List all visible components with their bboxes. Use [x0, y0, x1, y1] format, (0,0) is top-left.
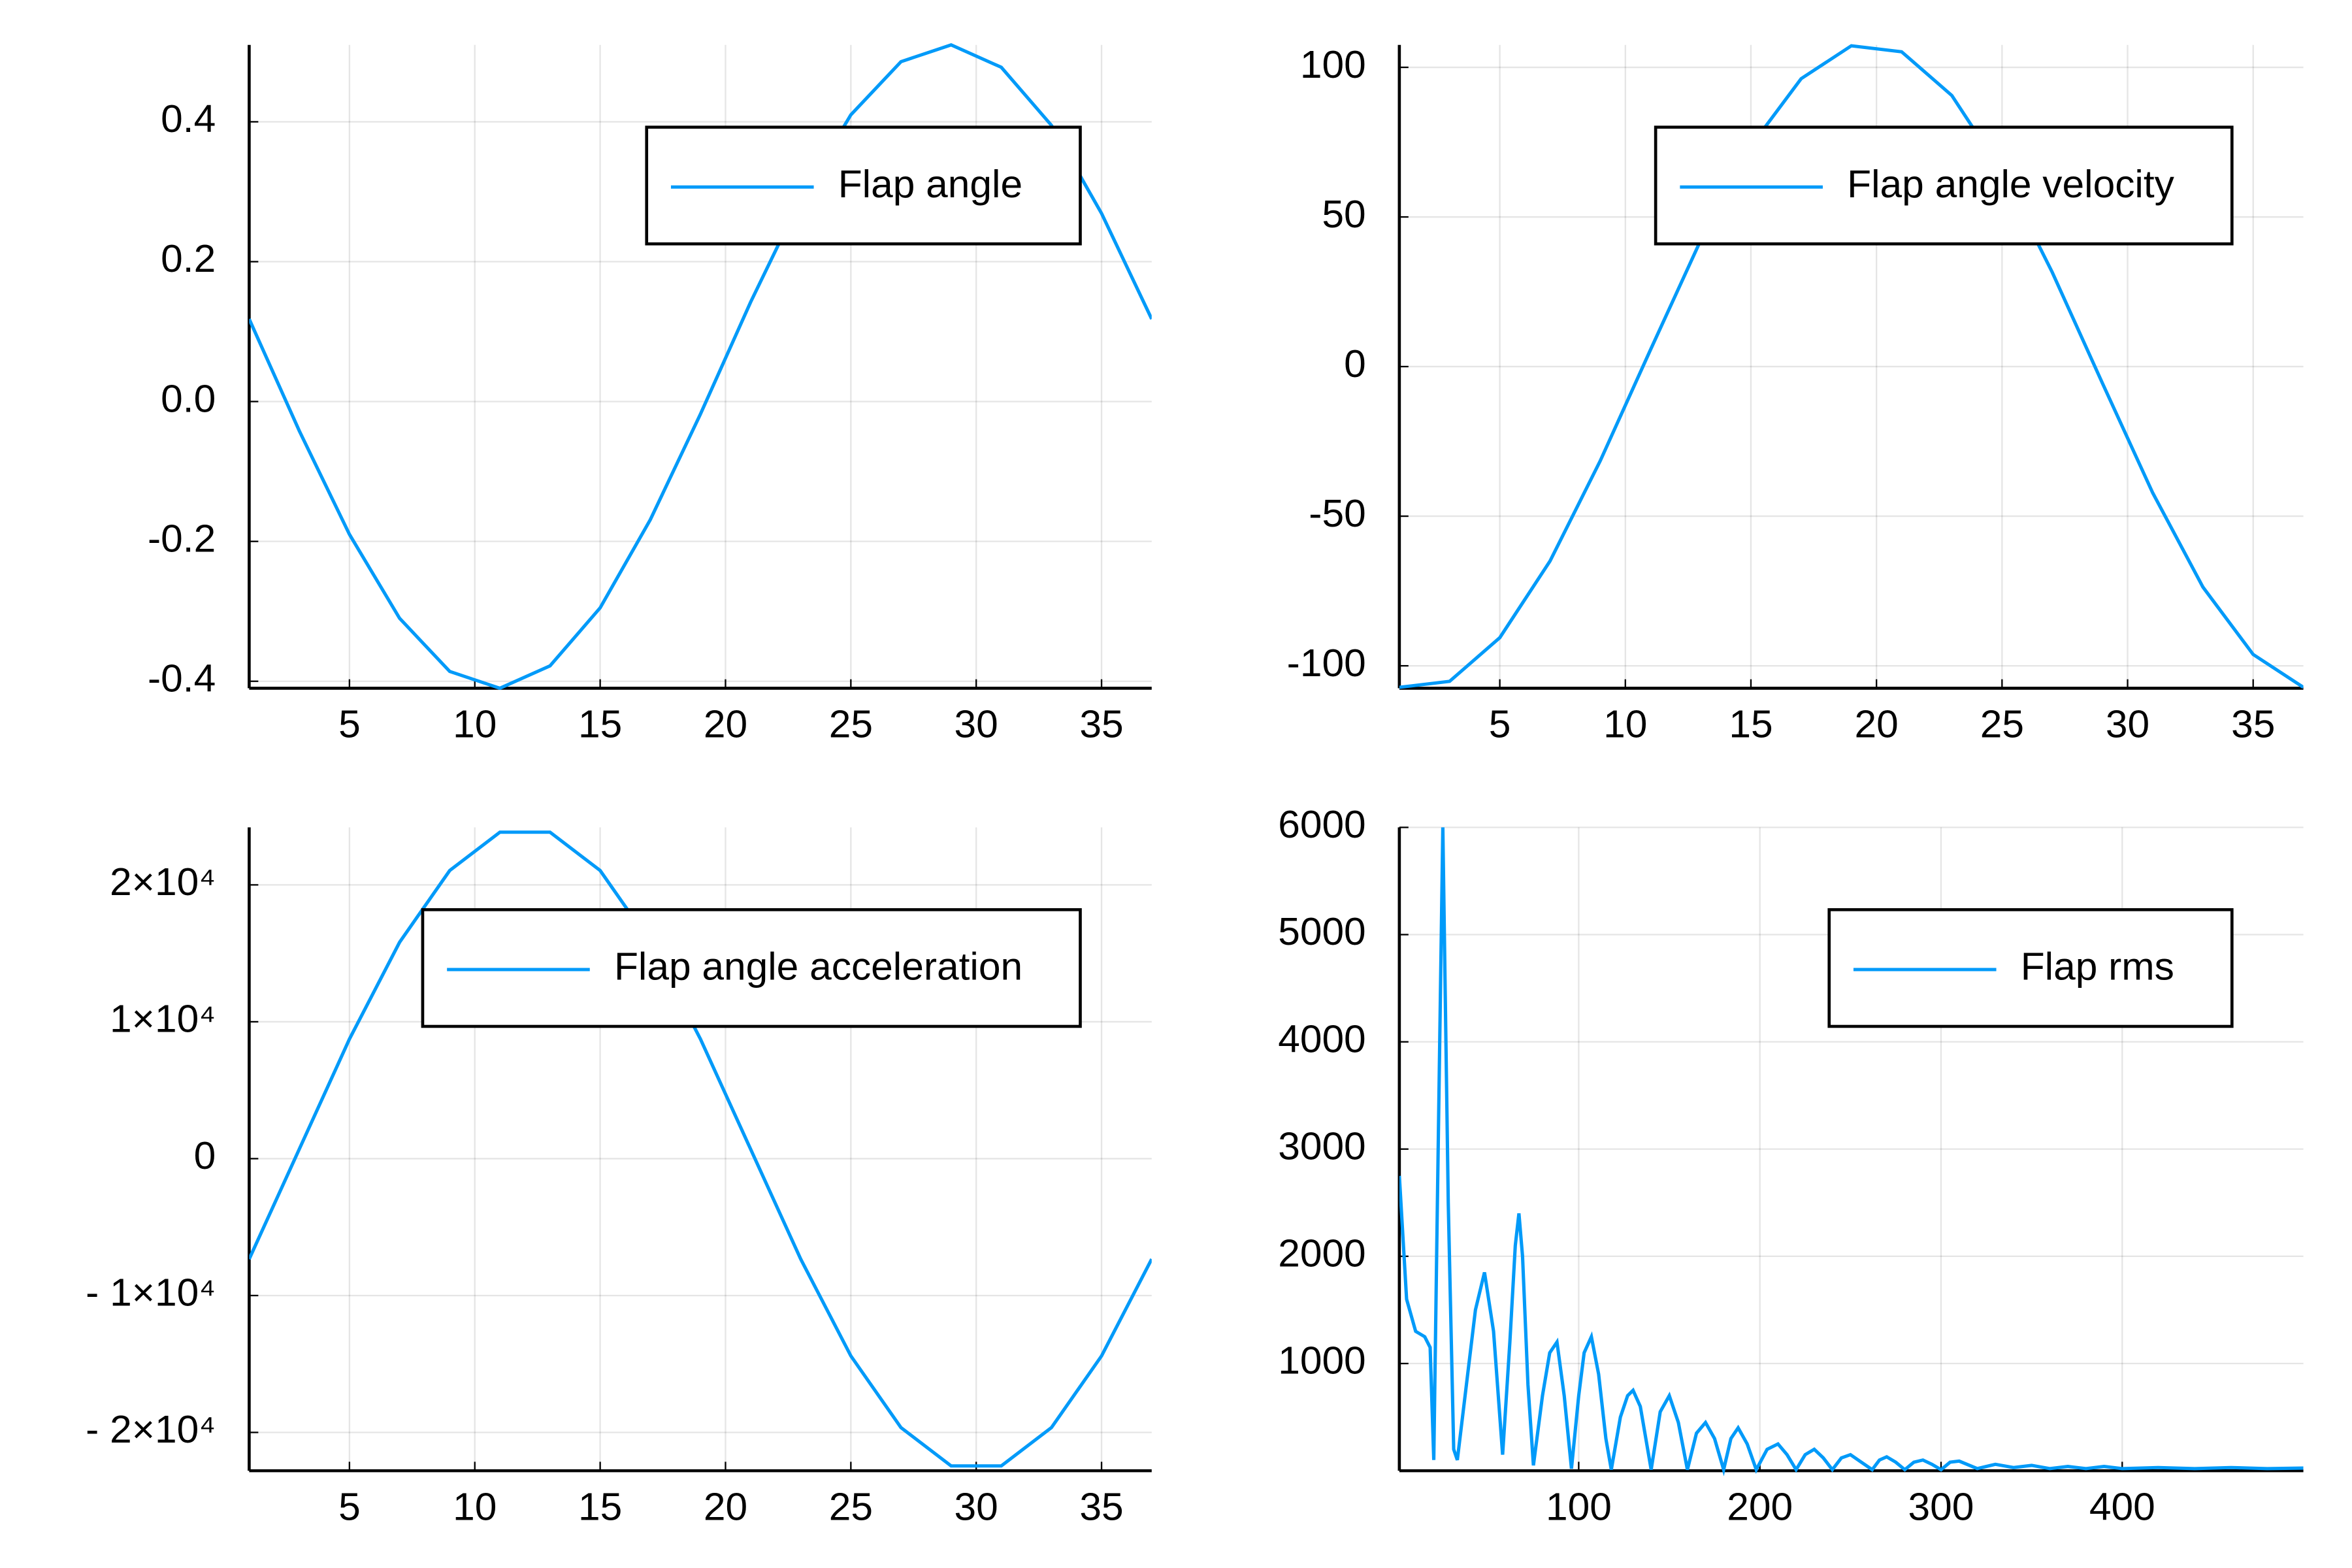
y-tick-label: 1×10⁴ — [110, 997, 216, 1040]
subplot: 5 10 15 20 25 30 35 -100 -50 0 50 100 Flap angle vel… — [1287, 42, 2304, 746]
y-tick-label: - 1×10⁴ — [86, 1271, 216, 1314]
y-tick-label: -0.2 — [148, 517, 216, 560]
y-tick-label: -50 — [1309, 491, 1365, 534]
x-tick-label: 200 — [1727, 1485, 1793, 1528]
y-tick-label: 0.4 — [161, 97, 216, 140]
y-tick-label: - 2×10⁴ — [86, 1408, 216, 1451]
y-tick-label: 2×10⁴ — [110, 860, 216, 904]
y-tick-label: 5000 — [1278, 910, 1366, 953]
x-tick-label: 15 — [1729, 702, 1772, 745]
x-tick-label: 25 — [829, 1485, 873, 1528]
x-tick-label: 30 — [955, 1485, 998, 1528]
y-tick-label: 0.0 — [161, 377, 216, 420]
data-line — [1399, 827, 2304, 1477]
y-tick-label: 0 — [1344, 342, 1366, 385]
legend-label: Flap angle — [838, 162, 1022, 205]
subplot: 5 10 15 20 25 30 35 - 2×10⁴ - 1×10⁴ 0 1×10⁴ 2×10⁴ Fl… — [86, 827, 1152, 1528]
x-tick-label: 100 — [1546, 1485, 1612, 1528]
legend-label: Flap angle velocity — [1847, 162, 2174, 205]
y-tick-label: 4000 — [1278, 1017, 1366, 1060]
x-tick-label: 35 — [1079, 1485, 1123, 1528]
x-tick-label: 20 — [1855, 702, 1899, 745]
legend: Flap angle — [645, 125, 1082, 246]
x-tick-label: 25 — [1980, 702, 2024, 745]
x-tick-label: 30 — [2106, 702, 2149, 745]
x-tick-label: 20 — [704, 702, 747, 745]
x-tick-label: 10 — [453, 1485, 497, 1528]
y-tick-label: 50 — [1322, 192, 1365, 235]
x-tick-label: 15 — [578, 1485, 622, 1528]
legend: Flap angle velocity — [1654, 125, 2234, 246]
x-tick-label: 400 — [2089, 1485, 2155, 1528]
data-line — [249, 830, 1152, 1468]
x-tick-label: 35 — [2231, 702, 2275, 745]
legend: Flap rms — [1827, 908, 2234, 1028]
x-tick-label: 15 — [578, 702, 622, 745]
x-tick-label: 5 — [1489, 702, 1511, 745]
y-tick-label: 2000 — [1278, 1232, 1366, 1275]
legend: Flap angle acceleration — [421, 908, 1082, 1028]
legend-label: Flap angle acceleration — [614, 945, 1022, 988]
data-line — [1399, 44, 2304, 689]
y-tick-label: 1000 — [1278, 1339, 1366, 1382]
x-tick-label: 5 — [338, 1485, 361, 1528]
x-tick-label: 10 — [1603, 702, 1647, 745]
x-tick-label: 20 — [704, 1485, 747, 1528]
x-tick-label: 30 — [955, 702, 998, 745]
legend-label: Flap rms — [2021, 945, 2174, 988]
y-tick-label: 6000 — [1278, 803, 1366, 846]
data-line — [249, 42, 1152, 691]
x-tick-label: 5 — [338, 702, 361, 745]
y-tick-label: 3000 — [1278, 1124, 1366, 1168]
x-tick-label: 25 — [829, 702, 873, 745]
x-tick-label: 10 — [453, 702, 497, 745]
y-tick-label: 0.2 — [161, 237, 216, 280]
subplot: 100 200 300 400 1000 2000 3000 4000 5000 6000 Flap… — [1278, 803, 2304, 1528]
y-tick-label: -0.4 — [148, 657, 216, 700]
subplot: 5 10 15 20 25 30 35 -0.4 -0.2 0.0 0.2 0.4 Flap angle — [148, 42, 1152, 746]
y-tick-label: 100 — [1300, 42, 1366, 86]
x-tick-label: 300 — [1908, 1485, 1974, 1528]
y-tick-label: 0 — [194, 1134, 216, 1177]
x-tick-label: 35 — [1079, 702, 1123, 745]
y-tick-label: -100 — [1287, 641, 1366, 684]
